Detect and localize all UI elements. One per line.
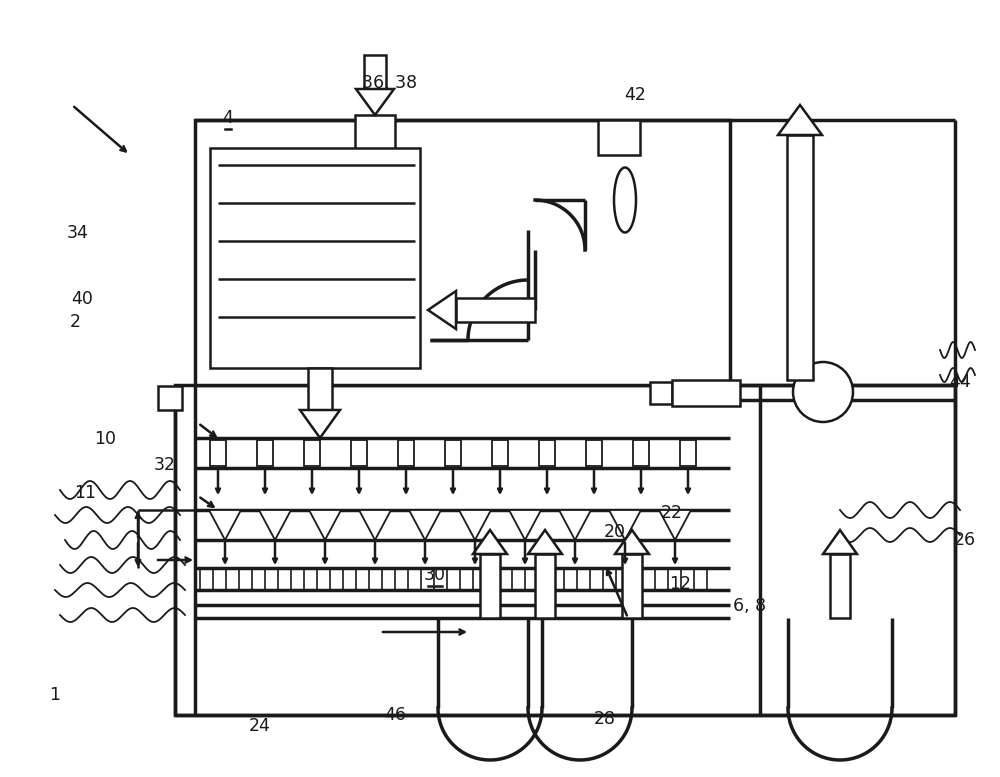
Bar xyxy=(586,440,602,466)
Bar xyxy=(535,554,555,618)
Text: 22: 22 xyxy=(661,503,683,522)
Bar xyxy=(445,440,461,466)
Polygon shape xyxy=(778,105,822,135)
Text: 28: 28 xyxy=(594,709,616,728)
Polygon shape xyxy=(615,530,649,554)
Text: 4: 4 xyxy=(223,109,233,127)
Text: 11: 11 xyxy=(74,484,96,503)
Bar xyxy=(257,440,273,466)
Polygon shape xyxy=(559,510,591,540)
Bar xyxy=(492,440,508,466)
Bar xyxy=(787,135,813,380)
Ellipse shape xyxy=(614,168,636,232)
Polygon shape xyxy=(659,510,691,540)
Text: 30: 30 xyxy=(424,566,446,584)
Bar xyxy=(622,554,642,618)
Text: 34: 34 xyxy=(67,224,89,242)
Bar xyxy=(210,440,226,466)
Text: 36, 38: 36, 38 xyxy=(362,74,418,92)
Polygon shape xyxy=(528,530,562,554)
Bar xyxy=(355,115,395,150)
Text: 26: 26 xyxy=(954,531,976,549)
Bar xyxy=(598,120,640,155)
Polygon shape xyxy=(356,89,394,115)
Bar xyxy=(175,385,955,715)
Polygon shape xyxy=(823,530,857,554)
Text: 2: 2 xyxy=(70,313,80,332)
Polygon shape xyxy=(409,510,441,540)
Bar xyxy=(672,380,740,406)
Text: 32: 32 xyxy=(154,455,176,474)
Polygon shape xyxy=(509,510,541,540)
Text: 40: 40 xyxy=(71,290,93,308)
Bar xyxy=(539,440,555,466)
Polygon shape xyxy=(428,291,456,329)
Bar xyxy=(650,382,672,404)
Polygon shape xyxy=(309,510,341,540)
Bar xyxy=(195,120,730,385)
Bar xyxy=(480,554,500,618)
Bar xyxy=(830,554,850,618)
Bar xyxy=(680,440,696,466)
Polygon shape xyxy=(209,510,241,540)
Polygon shape xyxy=(459,510,491,540)
Bar xyxy=(158,386,182,410)
Bar xyxy=(456,298,535,322)
Polygon shape xyxy=(473,530,507,554)
Bar xyxy=(308,368,332,410)
Text: 10: 10 xyxy=(94,430,116,448)
Bar xyxy=(210,148,420,368)
Text: 20: 20 xyxy=(604,523,626,542)
Bar xyxy=(364,55,386,89)
Bar xyxy=(304,440,320,466)
Bar xyxy=(351,440,367,466)
Polygon shape xyxy=(609,510,641,540)
Polygon shape xyxy=(300,410,340,438)
Bar xyxy=(398,440,414,466)
Text: 6, 8: 6, 8 xyxy=(733,597,767,615)
Text: 24: 24 xyxy=(249,717,271,736)
Bar xyxy=(633,440,649,466)
Text: 42: 42 xyxy=(624,85,646,104)
Polygon shape xyxy=(359,510,391,540)
Text: 12: 12 xyxy=(669,575,691,594)
Text: 46: 46 xyxy=(384,706,406,724)
Polygon shape xyxy=(259,510,291,540)
Text: 44: 44 xyxy=(949,373,971,392)
Text: 1: 1 xyxy=(50,686,60,705)
Circle shape xyxy=(793,362,853,422)
